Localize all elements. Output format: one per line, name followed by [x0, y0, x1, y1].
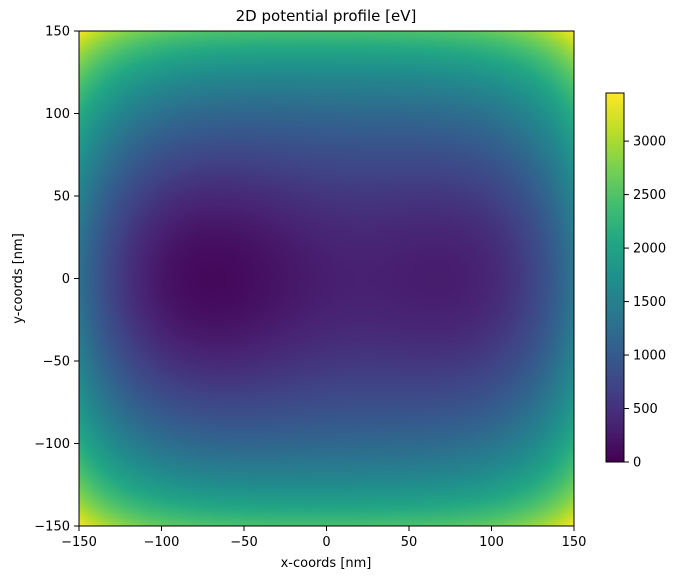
colorbar-tick-label: 1000	[633, 349, 666, 364]
plot-area	[78, 30, 575, 527]
x-tick-label: 0	[322, 535, 330, 550]
colorbar-tick-label: 500	[633, 402, 658, 417]
x-tick-label: −100	[144, 535, 180, 550]
chart-title: 2D potential profile [eV]	[236, 7, 417, 25]
y-tick-label: 50	[53, 190, 70, 205]
y-tick-label: −100	[34, 437, 70, 452]
x-tick-label: 50	[401, 535, 418, 550]
y-axis-label: y-coords [nm]	[11, 233, 26, 324]
y-tick-label: −50	[43, 355, 70, 370]
y-tick-label: 0	[62, 272, 70, 287]
y-tick-label: 100	[45, 107, 70, 122]
x-tick-label: 100	[479, 535, 504, 550]
x-tick-label: −150	[61, 535, 97, 550]
x-axis-label: x-coords [nm]	[281, 556, 372, 571]
colorbar-tick-label: 2500	[633, 188, 666, 203]
x-tick-label: 150	[562, 535, 587, 550]
colorbar-ticks: 0 500 1000 1500 2000 2500 3000	[624, 135, 666, 471]
y-tick-label: 150	[45, 25, 70, 40]
colorbar-tick-label: 1500	[633, 295, 666, 310]
heatmap-image	[79, 31, 574, 526]
colorbar-tick-label: 3000	[633, 135, 666, 150]
y-tick-label: −150	[34, 520, 70, 535]
y-axis: −150 −100 −50 0 50 100 150	[34, 25, 79, 535]
colorbar-frame	[605, 92, 625, 463]
colorbar-gradient	[606, 93, 624, 462]
colorbar: 0 500 1000 1500 2000 2500 3000	[605, 92, 666, 471]
x-axis: −150 −100 −50 0 50 100 150	[61, 526, 586, 550]
colorbar-tick-label: 2000	[633, 242, 666, 257]
colorbar-tick-label: 0	[633, 456, 641, 471]
x-tick-label: −50	[230, 535, 257, 550]
